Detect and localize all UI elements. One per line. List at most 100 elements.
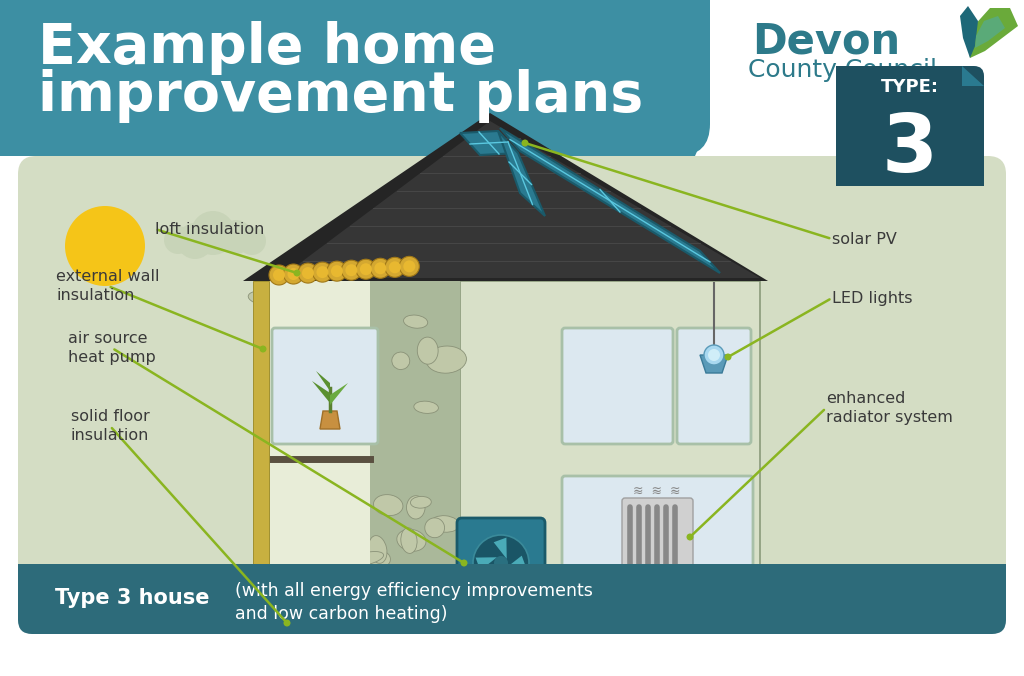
Circle shape [273, 269, 285, 281]
Polygon shape [0, 0, 710, 156]
Text: solar PV: solar PV [831, 231, 897, 247]
Circle shape [259, 345, 266, 352]
Circle shape [389, 262, 400, 273]
Polygon shape [280, 121, 760, 278]
Polygon shape [500, 128, 720, 273]
Ellipse shape [308, 360, 341, 387]
Ellipse shape [293, 466, 328, 482]
Ellipse shape [343, 433, 370, 445]
FancyBboxPatch shape [267, 613, 370, 633]
Ellipse shape [316, 293, 351, 316]
Circle shape [298, 263, 318, 283]
Circle shape [312, 262, 333, 282]
FancyBboxPatch shape [0, 0, 710, 156]
Circle shape [371, 258, 390, 279]
Circle shape [473, 535, 529, 591]
Circle shape [164, 226, 193, 254]
Circle shape [238, 227, 266, 255]
Polygon shape [968, 8, 1018, 58]
Ellipse shape [273, 574, 311, 596]
Ellipse shape [377, 590, 406, 606]
FancyBboxPatch shape [272, 328, 378, 444]
Circle shape [288, 268, 299, 280]
Circle shape [302, 267, 314, 279]
Circle shape [341, 260, 361, 280]
Polygon shape [975, 16, 1005, 48]
Circle shape [331, 265, 343, 277]
Circle shape [385, 258, 404, 277]
Polygon shape [330, 383, 348, 405]
Polygon shape [498, 131, 545, 216]
FancyBboxPatch shape [18, 564, 1006, 634]
Polygon shape [460, 281, 760, 611]
Text: 3: 3 [882, 111, 938, 189]
Ellipse shape [403, 315, 428, 329]
Circle shape [359, 263, 372, 275]
Ellipse shape [397, 529, 426, 552]
FancyBboxPatch shape [562, 476, 753, 584]
Text: Type 3 house: Type 3 house [55, 588, 210, 608]
Text: solid floor
insulation: solid floor insulation [71, 409, 150, 443]
Circle shape [316, 266, 329, 278]
FancyBboxPatch shape [622, 498, 693, 576]
Polygon shape [836, 66, 984, 186]
Circle shape [356, 259, 376, 279]
Ellipse shape [427, 569, 447, 581]
Polygon shape [319, 411, 340, 429]
Circle shape [521, 139, 528, 147]
Ellipse shape [392, 352, 410, 370]
Ellipse shape [278, 434, 295, 461]
Circle shape [269, 265, 289, 285]
Ellipse shape [257, 393, 281, 413]
Circle shape [375, 262, 386, 274]
Circle shape [284, 264, 303, 284]
Ellipse shape [316, 394, 348, 415]
Circle shape [219, 220, 253, 254]
Ellipse shape [325, 341, 362, 352]
Ellipse shape [426, 346, 467, 373]
FancyBboxPatch shape [677, 328, 751, 444]
Text: Devon: Devon [752, 21, 900, 63]
Ellipse shape [425, 518, 444, 537]
Polygon shape [253, 281, 269, 611]
Polygon shape [255, 281, 460, 611]
Text: and low carbon heating): and low carbon heating) [234, 605, 447, 623]
Ellipse shape [414, 401, 438, 414]
Ellipse shape [317, 509, 355, 527]
Ellipse shape [430, 516, 460, 532]
FancyBboxPatch shape [836, 66, 984, 186]
Circle shape [294, 270, 300, 276]
FancyBboxPatch shape [457, 518, 545, 608]
Circle shape [705, 345, 724, 365]
Ellipse shape [417, 337, 438, 364]
Text: air source
heat pump: air source heat pump [69, 331, 156, 365]
Polygon shape [700, 355, 728, 373]
Ellipse shape [367, 550, 390, 568]
Circle shape [399, 256, 419, 276]
FancyBboxPatch shape [18, 156, 1006, 634]
Polygon shape [475, 557, 497, 571]
Ellipse shape [268, 368, 303, 390]
Circle shape [191, 211, 234, 255]
FancyBboxPatch shape [562, 328, 673, 444]
Text: external wall
insulation: external wall insulation [56, 269, 160, 303]
Polygon shape [243, 113, 768, 281]
Ellipse shape [291, 384, 327, 400]
Circle shape [461, 560, 468, 566]
Circle shape [686, 533, 693, 541]
Ellipse shape [347, 552, 384, 566]
Ellipse shape [307, 431, 341, 450]
Text: TYPE:: TYPE: [881, 78, 939, 96]
Polygon shape [18, 564, 1006, 598]
Ellipse shape [400, 528, 417, 554]
Text: Example home: Example home [38, 21, 496, 75]
Polygon shape [962, 66, 984, 86]
Polygon shape [505, 556, 526, 569]
Polygon shape [316, 371, 330, 391]
Circle shape [345, 264, 357, 276]
Circle shape [65, 206, 145, 286]
Ellipse shape [374, 495, 402, 516]
Ellipse shape [283, 498, 312, 517]
Text: LED lights: LED lights [831, 291, 912, 306]
Text: ≋  ≋  ≋: ≋ ≋ ≋ [633, 485, 681, 498]
